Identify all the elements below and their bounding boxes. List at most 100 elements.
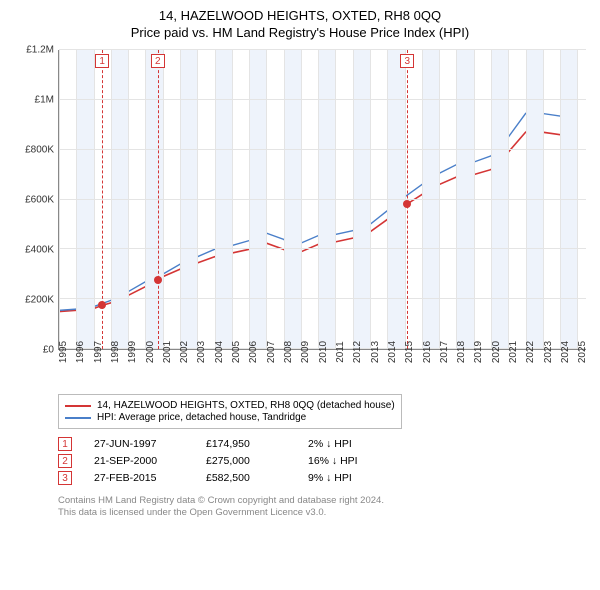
sale-row: 1 27-JUN-1997 £174,950 2% ↓ HPI — [58, 437, 586, 451]
year-band — [491, 50, 508, 349]
grid-v — [128, 50, 129, 349]
grid-v — [318, 50, 319, 349]
x-tick-label: 2017 — [439, 341, 450, 363]
grid-v — [180, 50, 181, 349]
sale-diff: 9% ↓ HPI — [308, 472, 388, 484]
grid-v — [76, 50, 77, 349]
x-tick-label: 1997 — [93, 341, 104, 363]
year-band — [560, 50, 577, 349]
legend-label: 14, HAZELWOOD HEIGHTS, OXTED, RH8 0QQ (d… — [97, 400, 395, 411]
grid-v — [491, 50, 492, 349]
legend-row: 14, HAZELWOOD HEIGHTS, OXTED, RH8 0QQ (d… — [65, 400, 395, 411]
year-band — [111, 50, 128, 349]
year-band — [180, 50, 197, 349]
grid-v — [145, 50, 146, 349]
sale-marker-line — [158, 50, 159, 349]
sale-price: £275,000 — [206, 455, 286, 467]
sale-row-marker: 3 — [58, 471, 72, 485]
grid-v — [508, 50, 509, 349]
sale-diff: 2% ↓ HPI — [308, 438, 388, 450]
year-band — [215, 50, 232, 349]
y-tick-label: £800K — [25, 145, 54, 156]
x-tick-label: 2001 — [162, 341, 173, 363]
grid-v — [370, 50, 371, 349]
year-band — [526, 50, 543, 349]
x-tick-label: 2010 — [318, 341, 329, 363]
sale-point — [98, 301, 106, 309]
x-tick-label: 1996 — [75, 341, 86, 363]
grid-v — [266, 50, 267, 349]
y-tick-label: £1.2M — [26, 45, 54, 56]
year-band — [76, 50, 93, 349]
grid-v — [197, 50, 198, 349]
sale-row: 3 27-FEB-2015 £582,500 9% ↓ HPI — [58, 471, 586, 485]
grid-v — [284, 50, 285, 349]
sale-date: 27-JUN-1997 — [94, 438, 184, 450]
year-band — [249, 50, 266, 349]
chart-subtitle: Price paid vs. HM Land Registry's House … — [14, 25, 586, 40]
sale-price: £582,500 — [206, 472, 286, 484]
plot-area: 123 — [58, 50, 586, 350]
attribution: Contains HM Land Registry data © Crown c… — [58, 495, 586, 520]
grid-h — [59, 149, 586, 150]
grid-v — [543, 50, 544, 349]
grid-v — [301, 50, 302, 349]
chart-title: 14, HAZELWOOD HEIGHTS, OXTED, RH8 0QQ — [14, 8, 586, 23]
sale-marker-box: 3 — [400, 54, 414, 68]
x-tick-label: 2006 — [248, 341, 259, 363]
x-tick-label: 2004 — [214, 341, 225, 363]
grid-v — [249, 50, 250, 349]
attribution-line: This data is licensed under the Open Gov… — [58, 507, 586, 519]
grid-h — [59, 248, 586, 249]
sale-date: 27-FEB-2015 — [94, 472, 184, 484]
grid-h — [59, 99, 586, 100]
x-tick-label: 2023 — [543, 341, 554, 363]
chart-area: £0£200K£400K£600K£800K£1M£1.2M 123 — [14, 50, 586, 350]
x-tick-label: 2007 — [266, 341, 277, 363]
year-band — [145, 50, 162, 349]
x-tick-label: 2022 — [525, 341, 536, 363]
y-tick-label: £200K — [25, 295, 54, 306]
x-tick-label: 2008 — [283, 341, 294, 363]
sale-point — [403, 200, 411, 208]
sale-price: £174,950 — [206, 438, 286, 450]
x-tick-label: 2002 — [179, 341, 190, 363]
legend-label: HPI: Average price, detached house, Tand… — [97, 412, 306, 423]
x-tick-label: 2016 — [422, 341, 433, 363]
grid-v — [215, 50, 216, 349]
x-tick-label: 2012 — [352, 341, 363, 363]
legend-swatch — [65, 417, 91, 419]
grid-v — [335, 50, 336, 349]
grid-v — [353, 50, 354, 349]
grid-v — [94, 50, 95, 349]
grid-h — [59, 199, 586, 200]
x-tick-label: 2009 — [300, 341, 311, 363]
sale-point — [154, 276, 162, 284]
y-tick-label: £400K — [25, 245, 54, 256]
year-band — [284, 50, 301, 349]
x-tick-label: 2005 — [231, 341, 242, 363]
sale-date: 21-SEP-2000 — [94, 455, 184, 467]
x-tick-label: 2015 — [404, 341, 415, 363]
chart-container: 14, HAZELWOOD HEIGHTS, OXTED, RH8 0QQ Pr… — [0, 0, 600, 530]
attribution-line: Contains HM Land Registry data © Crown c… — [58, 495, 586, 507]
year-band — [387, 50, 404, 349]
x-tick-label: 2018 — [456, 341, 467, 363]
grid-v — [439, 50, 440, 349]
x-tick-label: 1998 — [110, 341, 121, 363]
sale-diff: 16% ↓ HPI — [308, 455, 388, 467]
y-tick-label: £1M — [35, 95, 54, 106]
y-tick-label: £0 — [43, 345, 54, 356]
grid-h — [59, 49, 586, 50]
x-tick-label: 2020 — [491, 341, 502, 363]
year-band — [353, 50, 370, 349]
year-band — [456, 50, 473, 349]
x-tick-label: 2019 — [473, 341, 484, 363]
legend: 14, HAZELWOOD HEIGHTS, OXTED, RH8 0QQ (d… — [58, 394, 402, 429]
grid-v — [163, 50, 164, 349]
grid-h — [59, 298, 586, 299]
sale-row-marker: 1 — [58, 437, 72, 451]
grid-v — [526, 50, 527, 349]
grid-v — [474, 50, 475, 349]
grid-v — [422, 50, 423, 349]
